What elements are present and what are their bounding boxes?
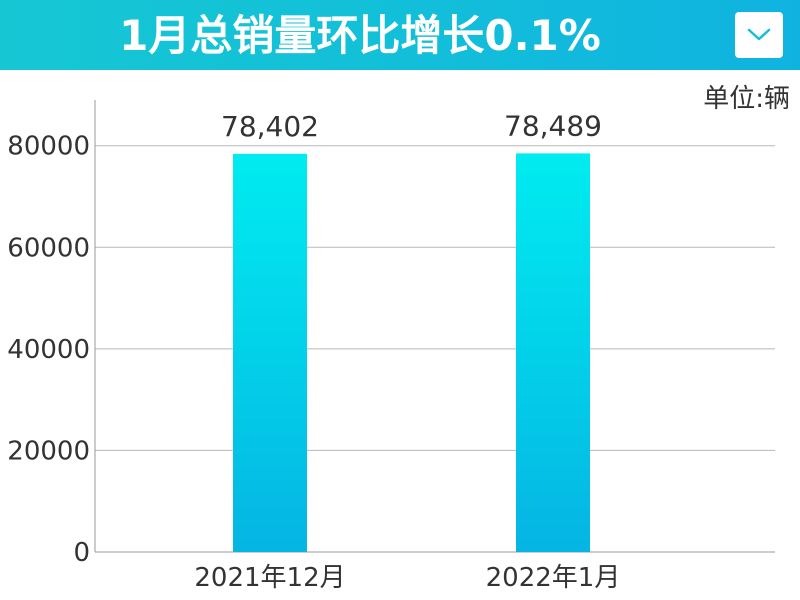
dropdown-button[interactable] [735,12,783,58]
bar [233,153,307,552]
y-tick-label: 40000 [7,335,90,365]
y-tick-label: 60000 [7,233,90,263]
y-tick-label: 0 [73,538,90,568]
y-tick-label: 20000 [7,436,90,466]
page-title: 1月总销量环比增长0.1% [119,11,601,60]
header-bar: 1月总销量环比增长0.1% [0,0,800,70]
data-label: 78,489 [504,109,602,142]
chevron-down-icon [747,28,771,41]
bar [516,153,590,552]
y-tick-label: 80000 [7,132,90,162]
x-tick-label: 2022年1月 [486,563,621,593]
unit-label: 单位:辆 [703,84,790,114]
x-tick-label: 2021年12月 [194,563,345,593]
bar-chart: 0 20000 40000 60000 80000 78,402 2021年12月 78,4… [7,100,775,593]
data-label: 78,402 [221,110,319,143]
